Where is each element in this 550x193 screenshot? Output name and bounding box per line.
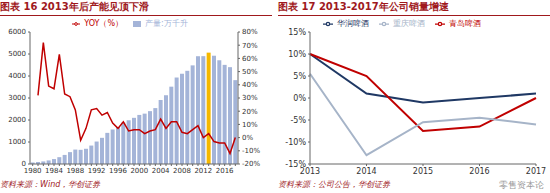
svg-text:-20%: -20% — [242, 160, 260, 168]
svg-text:2017: 2017 — [526, 167, 542, 176]
svg-text:15%: 15% — [288, 28, 306, 37]
svg-text:30%: 30% — [242, 94, 258, 102]
svg-text:2014: 2014 — [356, 167, 376, 176]
svg-text:10%: 10% — [288, 50, 306, 59]
svg-text:1996: 1996 — [109, 167, 127, 175]
svg-text:3000: 3000 — [8, 94, 26, 102]
html-text:图表 16 2013年后产能见顶下滑: 图表 16 2013年后产能见顶下滑 — [0, 1, 149, 12]
svg-text:5000: 5000 — [8, 50, 26, 58]
svg-text:70%: 70% — [242, 42, 258, 50]
html-text:资料来源：Wind，华创证券: 资料来源：Wind，华创证券 — [0, 180, 101, 189]
svg-text:-15%: -15% — [285, 160, 306, 169]
svg-text:-5%: -5% — [290, 116, 306, 125]
svg-text:2012: 2012 — [194, 167, 212, 175]
svg-text:80%: 80% — [242, 28, 258, 36]
svg-text:2013: 2013 — [299, 166, 321, 176]
svg-text:40%: 40% — [242, 81, 258, 89]
svg-text:1988: 1988 — [66, 167, 84, 175]
svg-text:60%: 60% — [242, 55, 258, 63]
html-text:青岛啤酒: 青岛啤酒 — [449, 19, 481, 28]
svg-text:2008: 2008 — [173, 167, 191, 175]
svg-text:2000: 2000 — [130, 167, 148, 175]
svg-text:-10%: -10% — [242, 147, 260, 155]
svg-text:1992: 1992 — [88, 167, 106, 175]
svg-text:2000: 2000 — [8, 116, 26, 124]
svg-text:1980: 1980 — [24, 167, 42, 175]
html-text:华润啤酒: 华润啤酒 — [337, 19, 369, 28]
html-text:资料来源：公司公告，华创证券: 资料来源：公司公告，华创证券 — [278, 180, 390, 189]
svg-text:0%: 0% — [293, 94, 306, 103]
svg-text:2016: 2016 — [216, 167, 234, 175]
html-text:产量:万千升: 产量:万千升 — [145, 19, 188, 28]
svg-text:5%: 5% — [293, 72, 306, 81]
svg-text:2016: 2016 — [469, 167, 489, 176]
html-text:图表 17 2013-2017年公司销量增速: 图表 17 2013-2017年公司销量增速 — [278, 1, 449, 12]
svg-text:-10%: -10% — [285, 138, 306, 147]
svg-text:2004: 2004 — [152, 167, 170, 175]
svg-text:4000: 4000 — [8, 72, 26, 80]
svg-text:0%: 0% — [242, 134, 253, 142]
html-text:零售资本论: 零售资本论 — [499, 180, 544, 190]
svg-text:2015: 2015 — [413, 167, 433, 176]
svg-text:1000: 1000 — [8, 138, 26, 146]
svg-text:20%: 20% — [242, 108, 258, 116]
html-text:重庆啤酒: 重庆啤酒 — [393, 19, 425, 28]
html-text:YOY（%）: YOY（%） — [84, 19, 123, 28]
svg-text:10%: 10% — [242, 121, 258, 129]
svg-text:6000: 6000 — [8, 28, 26, 36]
svg-text:50%: 50% — [242, 68, 258, 76]
svg-text:1984: 1984 — [45, 167, 63, 175]
svg-text:0: 0 — [22, 160, 26, 168]
